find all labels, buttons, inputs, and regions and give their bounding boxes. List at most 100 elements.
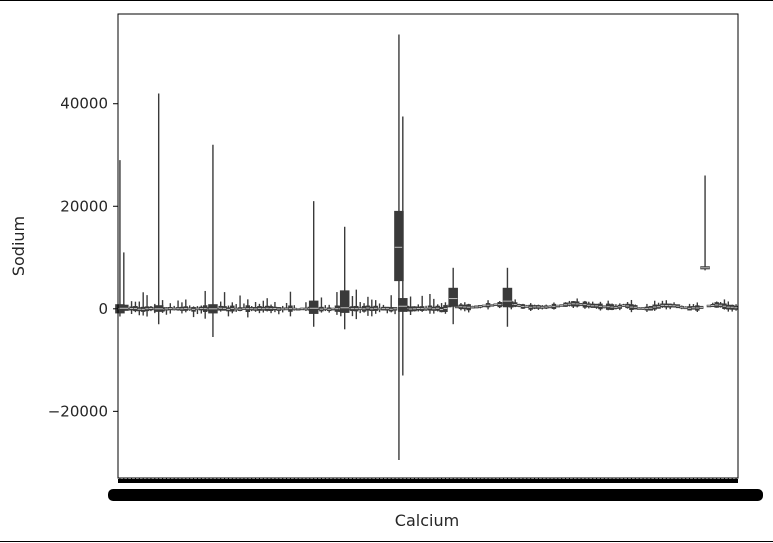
box-89 (462, 302, 468, 312)
box-33 (245, 299, 251, 318)
box-126 (605, 300, 611, 311)
box-158 (729, 304, 735, 312)
box-72 (394, 34, 404, 461)
box-8 (148, 306, 154, 312)
box-146 (683, 306, 688, 310)
box-150 (698, 305, 704, 309)
box-147 (687, 303, 692, 311)
box-149 (695, 302, 700, 312)
box-123 (594, 303, 599, 309)
box-113 (555, 304, 561, 308)
box-129 (617, 303, 623, 311)
box-66 (373, 300, 378, 314)
box-body (398, 298, 408, 312)
box-80 (427, 293, 433, 314)
box-132 (629, 299, 634, 313)
box-40 (272, 301, 278, 313)
box-41 (276, 307, 282, 315)
top-border (0, 0, 773, 1)
box-22 (202, 290, 208, 319)
box-26 (218, 301, 223, 312)
box-143 (671, 302, 677, 308)
box-155 (718, 301, 723, 308)
box-130 (621, 303, 626, 307)
box-48 (303, 302, 309, 312)
box-42 (280, 305, 285, 313)
y-tick-label: −20000 (48, 402, 108, 420)
box-79 (423, 305, 429, 311)
box-98 (497, 301, 502, 309)
box-78 (419, 295, 425, 312)
box-35 (253, 301, 258, 312)
box-122 (590, 301, 595, 308)
box-38 (264, 298, 270, 312)
box-body (448, 287, 458, 307)
box-97 (493, 303, 499, 306)
box-68 (381, 304, 386, 311)
box-47 (299, 307, 305, 311)
x-axis (108, 478, 763, 501)
box-44 (288, 291, 293, 317)
box-50 (308, 201, 319, 327)
box-144 (675, 304, 681, 309)
box-109 (540, 305, 545, 310)
box-128 (613, 304, 619, 310)
box-125 (602, 305, 607, 309)
box-43 (284, 302, 289, 311)
box-105 (524, 304, 530, 308)
box-37 (261, 300, 266, 313)
box-5 (137, 301, 142, 316)
box-124 (598, 301, 603, 311)
box-136 (644, 303, 650, 312)
box-151 (700, 175, 710, 271)
box-34 (249, 306, 254, 312)
box-65 (369, 299, 375, 317)
box-140 (660, 300, 665, 308)
box-17 (183, 299, 189, 313)
box-106 (528, 303, 533, 311)
box-54 (326, 304, 332, 313)
box-145 (679, 305, 685, 310)
box-32 (241, 303, 247, 311)
plot-frame (117, 13, 739, 479)
box-112 (551, 302, 557, 310)
box-107 (532, 304, 537, 310)
box-103 (516, 303, 522, 308)
box-114 (559, 304, 564, 307)
box-56 (334, 292, 340, 315)
box-62 (357, 302, 363, 314)
box-21 (199, 305, 204, 314)
box-20 (195, 306, 200, 315)
box-156 (722, 299, 727, 310)
box-body (394, 210, 404, 282)
box-body (502, 287, 513, 308)
box-81 (431, 298, 437, 314)
box-60 (350, 296, 355, 317)
box-16 (179, 302, 185, 314)
box-24 (208, 144, 218, 338)
box-body (339, 290, 350, 313)
y-tick-label: 0 (98, 300, 108, 318)
box-73 (398, 116, 408, 376)
box-110 (543, 304, 549, 310)
box-121 (586, 301, 592, 309)
box-86 (448, 267, 458, 325)
box-30 (233, 304, 239, 312)
box-111 (547, 305, 553, 309)
box-body (308, 300, 319, 314)
box-6 (140, 292, 146, 316)
box-70 (388, 295, 394, 313)
box-93 (478, 305, 483, 309)
box-10 (153, 93, 164, 325)
box-75 (408, 296, 413, 316)
box-29 (230, 302, 235, 314)
box-135 (640, 307, 646, 310)
box-117 (571, 301, 576, 308)
box-102 (512, 299, 518, 308)
box-76 (412, 306, 417, 312)
box-64 (365, 296, 371, 316)
box-19 (191, 306, 196, 318)
y-axis: −20000 0 20000 40000 (48, 95, 118, 420)
box-152 (706, 304, 712, 308)
box-116 (567, 300, 572, 307)
